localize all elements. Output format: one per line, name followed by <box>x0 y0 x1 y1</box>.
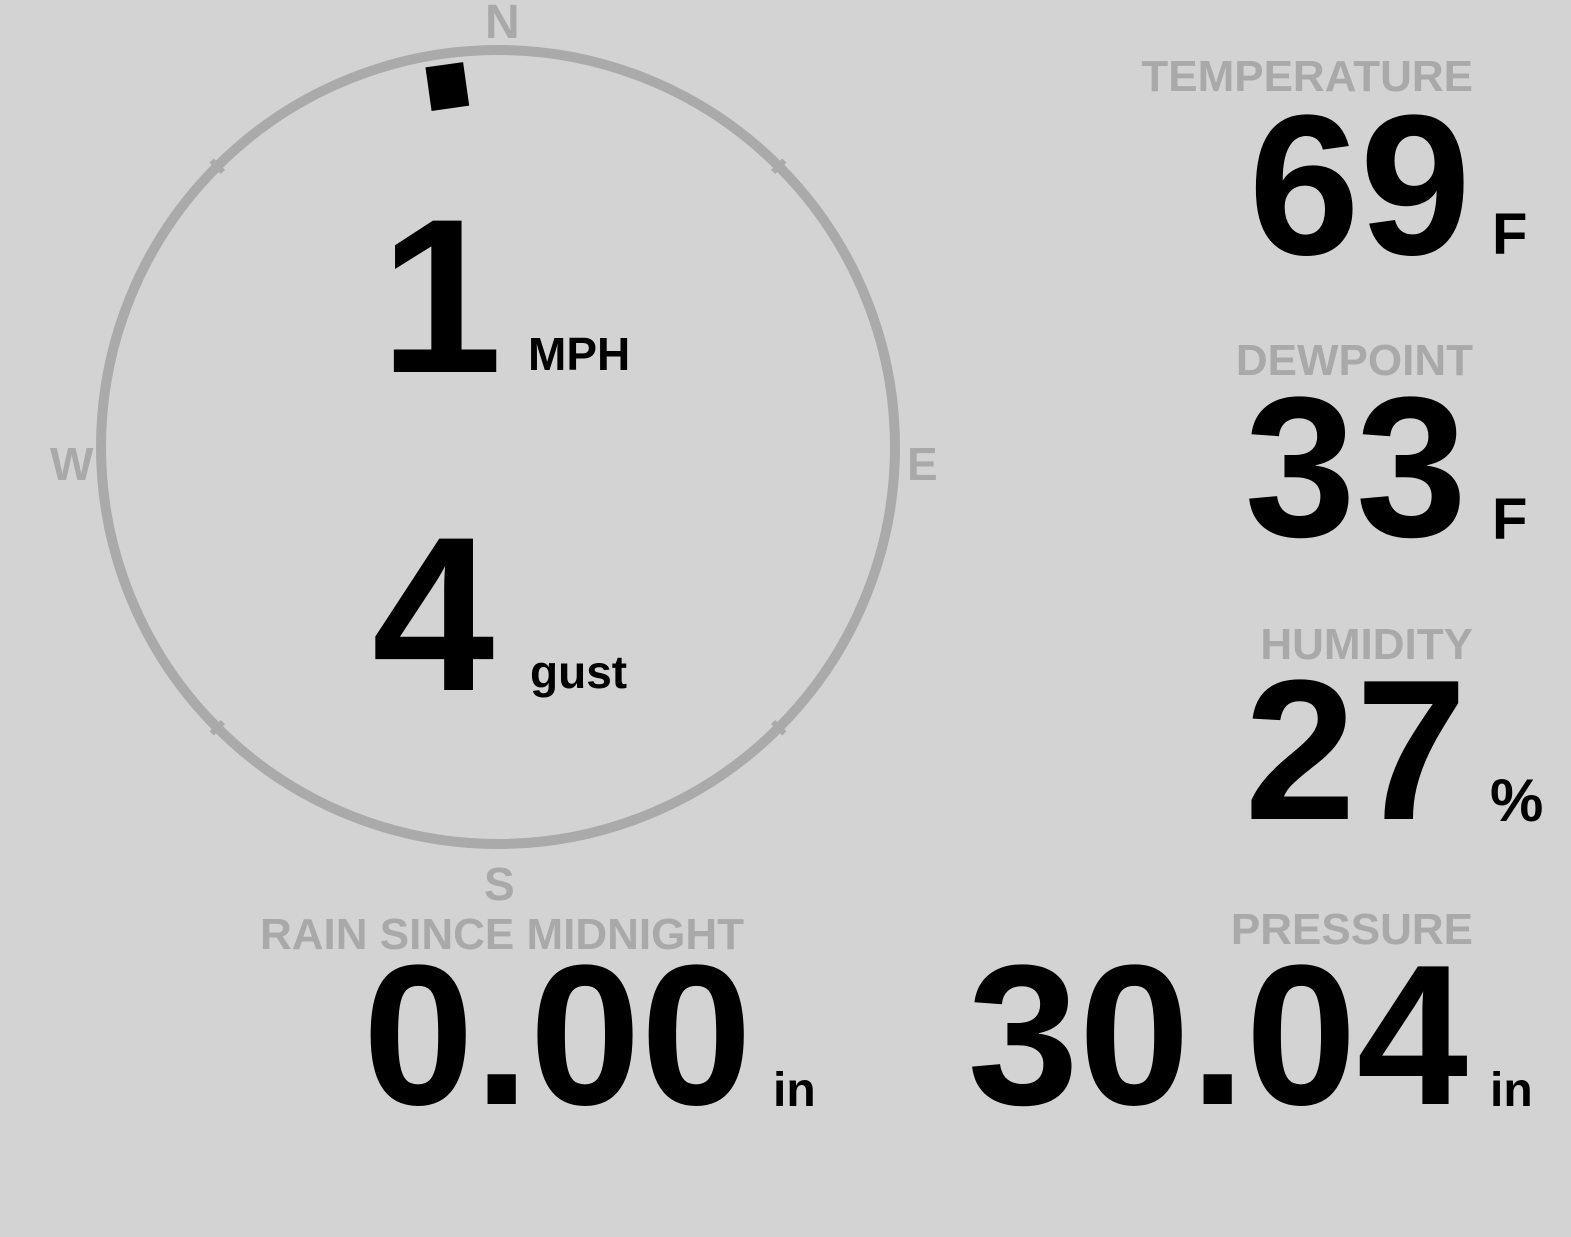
rain-label: RAIN SINCE MIDNIGHT <box>260 910 744 959</box>
compass-tick <box>770 719 787 736</box>
temperature-label: TEMPERATURE <box>1141 52 1473 101</box>
wind-gust-value: 4 <box>372 491 495 737</box>
humidity-unit: % <box>1490 767 1544 834</box>
dewpoint-value: 33 <box>1244 356 1467 579</box>
rain-value: 0.00 <box>362 924 752 1147</box>
wind-direction-marker <box>425 62 470 111</box>
pressure-value: 30.04 <box>967 924 1469 1147</box>
dewpoint-unit: F <box>1492 487 1528 552</box>
humidity-value: 27 <box>1244 639 1467 862</box>
humidity-label: HUMIDITY <box>1260 620 1473 669</box>
pressure-label: PRESSURE <box>1230 905 1473 954</box>
compass-west: W <box>50 438 94 490</box>
compass-ring <box>96 45 900 849</box>
compass-tick <box>209 719 226 736</box>
compass-north: N <box>485 0 520 49</box>
compass-south: S <box>484 858 515 910</box>
temperature-value: 69 <box>1248 74 1471 297</box>
compass-east: E <box>907 438 938 490</box>
temperature-unit: F <box>1492 202 1528 267</box>
compass-tick <box>209 158 226 175</box>
dewpoint-label: DEWPOINT <box>1235 336 1473 385</box>
rain-unit: in <box>773 1064 816 1117</box>
wind-gust-unit: gust <box>530 646 628 698</box>
wind-speed-value: 1 <box>380 173 503 419</box>
pressure-unit: in <box>1490 1064 1533 1117</box>
wind-speed-unit: MPH <box>528 328 631 380</box>
compass-tick <box>770 158 787 175</box>
